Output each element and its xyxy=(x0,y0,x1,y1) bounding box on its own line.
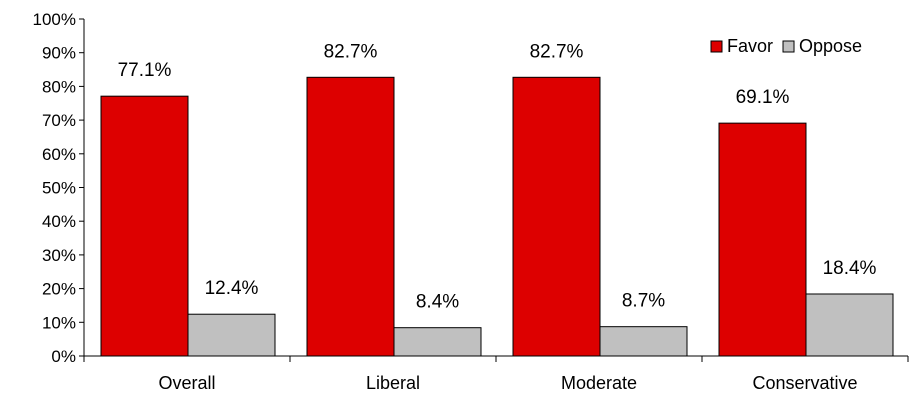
data-label: 8.7% xyxy=(622,291,665,312)
x-category-label: Moderate xyxy=(561,373,637,393)
bar-oppose-conservative xyxy=(805,293,894,357)
bar-favor-moderate xyxy=(512,76,601,357)
category-labels: Overall Liberal Moderate Conservative xyxy=(158,373,857,393)
data-label: 18.4% xyxy=(823,258,877,279)
data-labels: 77.1% 12.4% 82.7% 8.4% 82.7% 8.7% 69.1% 18.4% xyxy=(118,41,877,312)
y-tick-label: 10% xyxy=(42,313,76,332)
legend-swatch-oppose xyxy=(782,40,795,53)
bars xyxy=(100,76,894,357)
data-label: 8.4% xyxy=(416,292,459,313)
y-tick-label: 90% xyxy=(42,44,76,63)
y-tick-label: 80% xyxy=(42,77,76,96)
y-tick-label: 40% xyxy=(42,212,76,231)
y-tick-label: 60% xyxy=(42,145,76,164)
axes xyxy=(83,19,908,357)
y-tick-label: 100% xyxy=(33,10,76,29)
y-axis-ticks: 0% 10% 20% 30% 40% 50% 60% 70% 80% 90% 100% xyxy=(33,10,909,366)
y-tick-label: 20% xyxy=(42,280,76,299)
legend-label-oppose: Oppose xyxy=(799,36,862,56)
bar-favor-conservative xyxy=(718,122,807,357)
data-label: 77.1% xyxy=(118,60,172,81)
data-label: 82.7% xyxy=(530,41,584,62)
y-tick-label: 70% xyxy=(42,111,76,130)
legend-label-favor: Favor xyxy=(727,36,773,56)
bar-favor-overall xyxy=(100,95,189,357)
y-tick-label: 50% xyxy=(42,179,76,198)
x-category-label: Conservative xyxy=(752,373,857,393)
data-label: 69.1% xyxy=(736,87,790,108)
x-category-label: Liberal xyxy=(366,373,420,393)
bar-favor-liberal xyxy=(306,76,395,357)
bar-oppose-liberal xyxy=(393,327,482,357)
y-tick-label: 0% xyxy=(51,347,76,366)
bar-oppose-moderate xyxy=(599,326,688,357)
x-category-label: Overall xyxy=(158,373,215,393)
legend-swatch-favor xyxy=(710,40,723,53)
bar-oppose-overall xyxy=(187,313,276,357)
legend: Favor Oppose xyxy=(710,36,862,56)
y-tick-label: 30% xyxy=(42,246,76,265)
data-label: 82.7% xyxy=(324,41,378,62)
data-label: 12.4% xyxy=(205,278,259,299)
